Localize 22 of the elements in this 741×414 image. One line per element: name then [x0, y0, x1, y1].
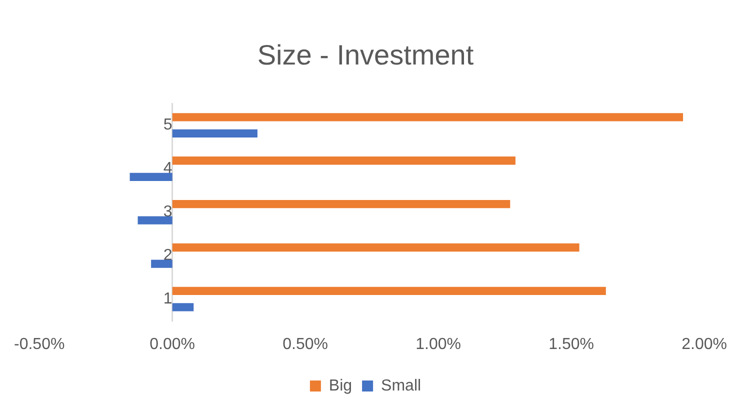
x-tick-label: 0.50% — [282, 336, 328, 353]
chart-title: Size - Investment — [257, 40, 474, 71]
bar — [151, 260, 172, 268]
x-tick-label: 2.00% — [682, 336, 728, 353]
bar — [172, 286, 606, 296]
bar — [172, 243, 580, 252]
bar — [172, 129, 258, 138]
x-tick-label: 1.00% — [416, 336, 462, 353]
y-tick-label: 5 — [163, 116, 172, 134]
bar — [172, 200, 510, 208]
x-tick-label: 1.50% — [548, 336, 594, 353]
bar — [172, 303, 194, 312]
legend-label: Big — [328, 377, 352, 394]
bar — [138, 216, 172, 224]
x-tick-label: -0.50% — [14, 336, 65, 353]
y-tick-label: 1 — [163, 290, 172, 308]
y-tick-label: 4 — [163, 160, 172, 178]
bar — [172, 156, 516, 165]
bar — [172, 113, 684, 122]
x-tick-label: 0.00% — [150, 336, 196, 353]
bar — [130, 172, 172, 181]
legend-label: Small — [381, 377, 422, 394]
